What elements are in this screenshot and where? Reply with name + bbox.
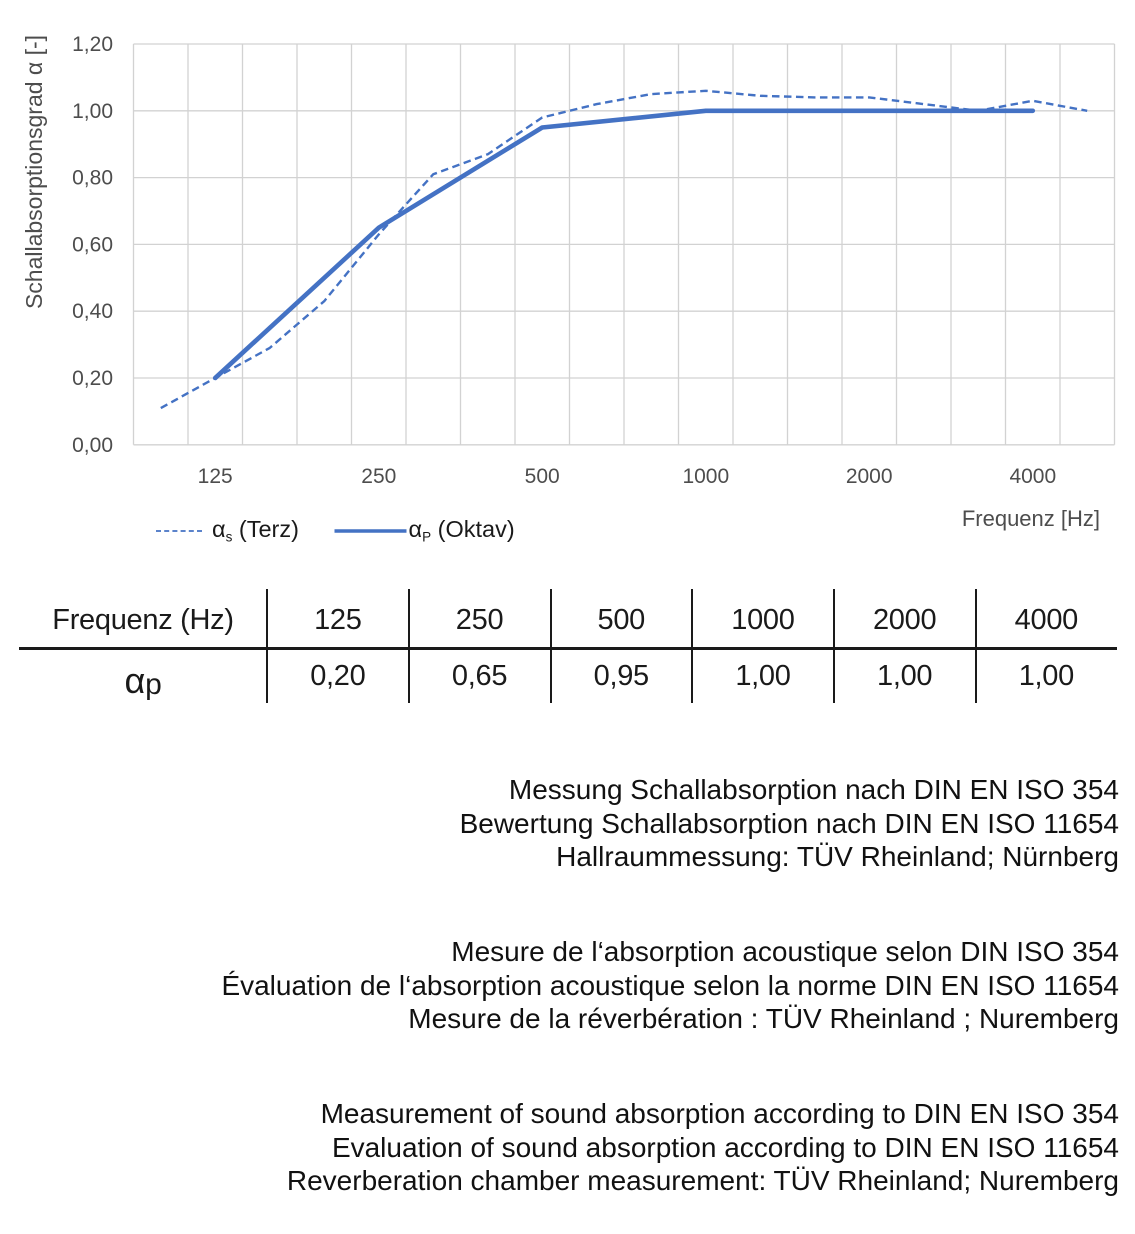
svg-text:1,00: 1,00 — [72, 100, 113, 123]
svg-text:0,00: 0,00 — [72, 434, 113, 457]
svg-text:0,60: 0,60 — [72, 233, 113, 256]
svg-text:Frequenz [Hz]: Frequenz [Hz] — [962, 506, 1100, 531]
svg-text:250: 250 — [361, 465, 396, 488]
svg-text:αs (Terz): αs (Terz) — [212, 516, 299, 545]
svg-text:0,40: 0,40 — [72, 300, 113, 323]
svg-text:Schallabsorptionsgrad α [-]: Schallabsorptionsgrad α [-] — [21, 35, 47, 309]
svg-text:125: 125 — [198, 465, 233, 488]
svg-text:0,20: 0,20 — [72, 367, 113, 390]
svg-text:500: 500 — [525, 465, 560, 488]
svg-text:1000: 1000 — [682, 465, 729, 488]
svg-text:αP (Oktav): αP (Oktav) — [409, 516, 515, 545]
svg-text:0,80: 0,80 — [72, 167, 113, 190]
svg-text:4000: 4000 — [1009, 465, 1056, 488]
svg-text:1,20: 1,20 — [72, 33, 113, 56]
svg-text:2000: 2000 — [846, 465, 893, 488]
